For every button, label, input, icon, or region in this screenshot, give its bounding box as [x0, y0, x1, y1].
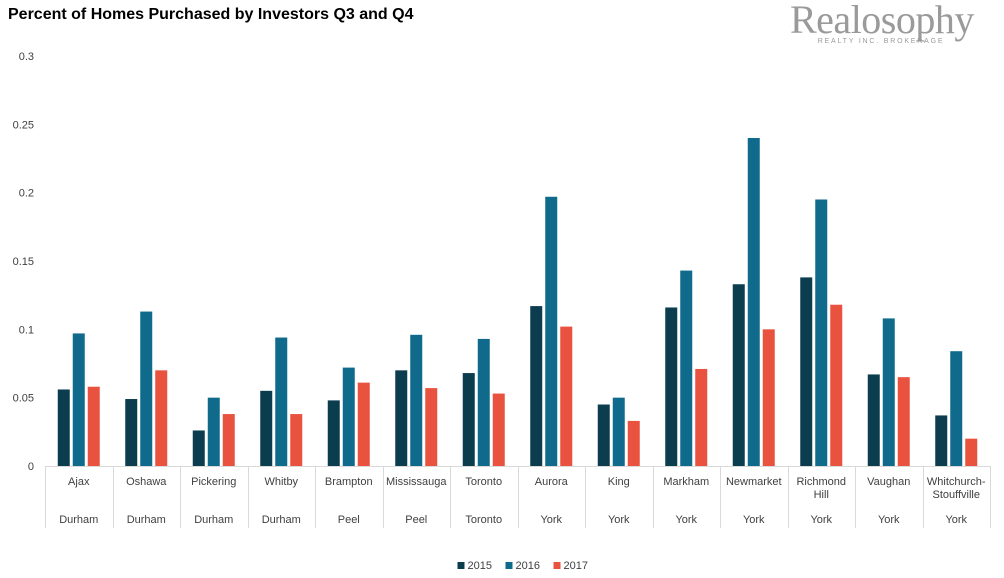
bar-2016 — [140, 311, 153, 466]
legend: 2015 2016 2017 — [457, 560, 588, 572]
x-category-label: Pickering — [191, 476, 236, 488]
bar-2017 — [965, 438, 978, 466]
bar-2015 — [192, 430, 205, 466]
bar-2015 — [530, 306, 543, 466]
bar-2015 — [867, 374, 880, 466]
y-tick-label: 0.25 — [13, 119, 34, 131]
bar-2015 — [125, 399, 138, 466]
x-region-label: Toronto — [465, 514, 502, 526]
legend-label-2017: 2017 — [564, 560, 588, 572]
bar-2015 — [935, 415, 948, 466]
bar-2016 — [950, 351, 963, 466]
y-tick-label: 0.2 — [19, 188, 34, 200]
bar-2016 — [207, 397, 220, 466]
brand-subtitle: REALTY INC. BROKERAGE — [817, 38, 945, 45]
legend-swatch-2015 — [457, 562, 465, 569]
brand-logo: Realosophy REALTY INC. BROKERAGE — [790, 0, 974, 45]
bar-2015 — [57, 389, 70, 466]
bar-2016 — [410, 334, 423, 466]
bar-2017 — [627, 420, 640, 466]
bar-2017 — [425, 388, 438, 466]
y-axis-labels: 0 0.05 0.1 0.15 0.2 0.25 0.3 — [13, 51, 34, 473]
bar-2017 — [560, 326, 573, 466]
y-tick-label: 0.05 — [13, 393, 34, 405]
bar-2015 — [395, 370, 408, 466]
x-category-label: Ajax — [68, 476, 90, 488]
x-category-label: Vaughan — [867, 476, 910, 488]
x-region-label: York — [878, 514, 900, 526]
x-category-label: Hill — [814, 489, 829, 501]
x-category-label: Richmond — [796, 476, 846, 488]
bar-2015 — [260, 390, 273, 466]
bar-2017 — [357, 382, 370, 466]
bar-2015 — [665, 307, 678, 466]
x-region-label: Durham — [262, 514, 301, 526]
bar-2016 — [680, 270, 693, 466]
bar-2017 — [897, 377, 910, 466]
y-tick-label: 0 — [28, 461, 34, 473]
bar-2017 — [290, 414, 303, 466]
legend-swatch-2017 — [553, 562, 561, 569]
x-category-label: Whitchurch- — [927, 476, 986, 488]
legend-label-2015: 2015 — [468, 560, 492, 572]
x-region-label: York — [608, 514, 630, 526]
x-category-label: Toronto — [465, 476, 502, 488]
bar-2016 — [477, 338, 490, 466]
bar-2017 — [222, 414, 235, 466]
bar-2016 — [882, 318, 895, 466]
x-axis: Ajax Durham Oshawa Durham Pickering Durham Whi… — [45, 466, 991, 528]
bars — [57, 138, 978, 466]
bar-2016 — [747, 138, 760, 466]
bar-2015 — [327, 400, 340, 466]
x-region-label: Durham — [59, 514, 98, 526]
y-tick-label: 0.15 — [13, 256, 34, 268]
bar-2015 — [597, 404, 610, 466]
bar-2016 — [612, 397, 625, 466]
x-region-label: Peel — [338, 514, 360, 526]
chart-title: Percent of Homes Purchased by Investors … — [8, 6, 414, 23]
bar-2015 — [732, 284, 745, 466]
brand-name: Realosophy — [790, 0, 974, 42]
bar-2017 — [492, 393, 505, 466]
x-region-label: Peel — [405, 514, 427, 526]
x-category-label: Aurora — [535, 476, 569, 488]
x-region-label: Durham — [194, 514, 233, 526]
bar-2017 — [155, 370, 168, 466]
bar-2016 — [275, 337, 288, 466]
x-region-label: York — [810, 514, 832, 526]
bar-2017 — [830, 304, 843, 466]
bar-2016 — [815, 199, 828, 466]
x-category-label: King — [608, 476, 630, 488]
bar-2017 — [695, 368, 708, 466]
x-category-label: Markham — [663, 476, 709, 488]
x-region-label: York — [675, 514, 697, 526]
bar-2016 — [72, 333, 85, 466]
x-region-label: York — [945, 514, 967, 526]
legend-label-2016: 2016 — [516, 560, 540, 572]
x-category-label: Newmarket — [726, 476, 782, 488]
x-category-label: Mississauga — [386, 476, 447, 488]
y-tick-label: 0.1 — [19, 324, 34, 336]
x-region-label: York — [540, 514, 562, 526]
bar-2016 — [342, 367, 355, 466]
bar-2016 — [545, 196, 558, 466]
x-category-label: Brampton — [325, 476, 373, 488]
x-region-label: Durham — [127, 514, 166, 526]
x-category-label: Whitby — [264, 476, 298, 488]
y-tick-label: 0.3 — [19, 51, 34, 63]
bar-2017 — [87, 386, 100, 466]
x-region-label: York — [743, 514, 765, 526]
x-category-label: Oshawa — [126, 476, 167, 488]
x-category-label: Stouffville — [933, 489, 981, 501]
bar-2017 — [762, 329, 775, 466]
bar-2015 — [462, 373, 475, 466]
bar-2015 — [800, 277, 813, 466]
legend-swatch-2016 — [505, 562, 513, 569]
